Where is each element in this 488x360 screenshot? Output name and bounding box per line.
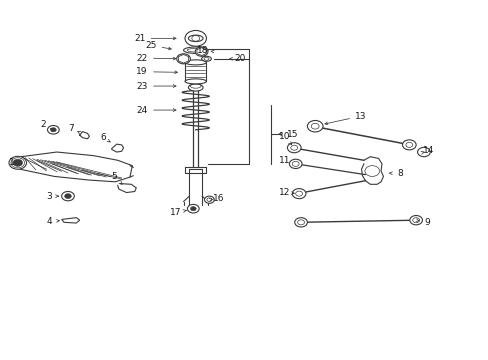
Ellipse shape <box>184 60 206 65</box>
Circle shape <box>289 159 302 168</box>
Circle shape <box>176 54 190 64</box>
Text: 6: 6 <box>100 133 106 142</box>
Circle shape <box>190 207 196 211</box>
Ellipse shape <box>183 47 207 53</box>
Text: 3: 3 <box>46 192 52 201</box>
Text: 18: 18 <box>197 46 208 55</box>
Text: 17: 17 <box>169 208 181 217</box>
Circle shape <box>187 204 199 213</box>
Circle shape <box>61 192 74 201</box>
Text: 15: 15 <box>286 130 297 139</box>
Circle shape <box>9 156 26 169</box>
Circle shape <box>409 216 422 225</box>
Text: 24: 24 <box>136 105 147 114</box>
Text: 7: 7 <box>68 123 74 132</box>
Circle shape <box>64 194 71 199</box>
Text: 2: 2 <box>41 120 46 129</box>
Text: 22: 22 <box>136 54 147 63</box>
Ellipse shape <box>188 84 203 91</box>
Text: 23: 23 <box>136 82 147 91</box>
Text: 12: 12 <box>278 188 289 197</box>
Text: 8: 8 <box>397 169 403 178</box>
Text: 20: 20 <box>233 54 245 63</box>
Text: 5: 5 <box>111 172 117 181</box>
Circle shape <box>294 218 307 227</box>
Circle shape <box>402 140 415 150</box>
Circle shape <box>50 128 56 132</box>
Text: 10: 10 <box>278 132 290 141</box>
Circle shape <box>364 166 379 176</box>
Text: 13: 13 <box>354 112 366 121</box>
Text: 19: 19 <box>136 67 147 76</box>
Circle shape <box>292 189 305 199</box>
Circle shape <box>417 147 429 157</box>
Text: 11: 11 <box>278 156 290 165</box>
Text: 21: 21 <box>134 34 145 43</box>
Circle shape <box>47 126 59 134</box>
Text: 9: 9 <box>424 218 429 227</box>
Circle shape <box>287 143 301 153</box>
Text: 16: 16 <box>213 194 224 203</box>
Text: 1: 1 <box>8 158 14 167</box>
Text: 14: 14 <box>422 146 434 155</box>
Circle shape <box>13 159 22 166</box>
Circle shape <box>307 121 323 132</box>
Ellipse shape <box>184 79 206 84</box>
Text: 4: 4 <box>46 217 52 226</box>
Text: 25: 25 <box>145 41 156 50</box>
Circle shape <box>184 31 206 46</box>
Ellipse shape <box>201 56 211 61</box>
Circle shape <box>204 196 214 203</box>
Circle shape <box>195 47 207 56</box>
